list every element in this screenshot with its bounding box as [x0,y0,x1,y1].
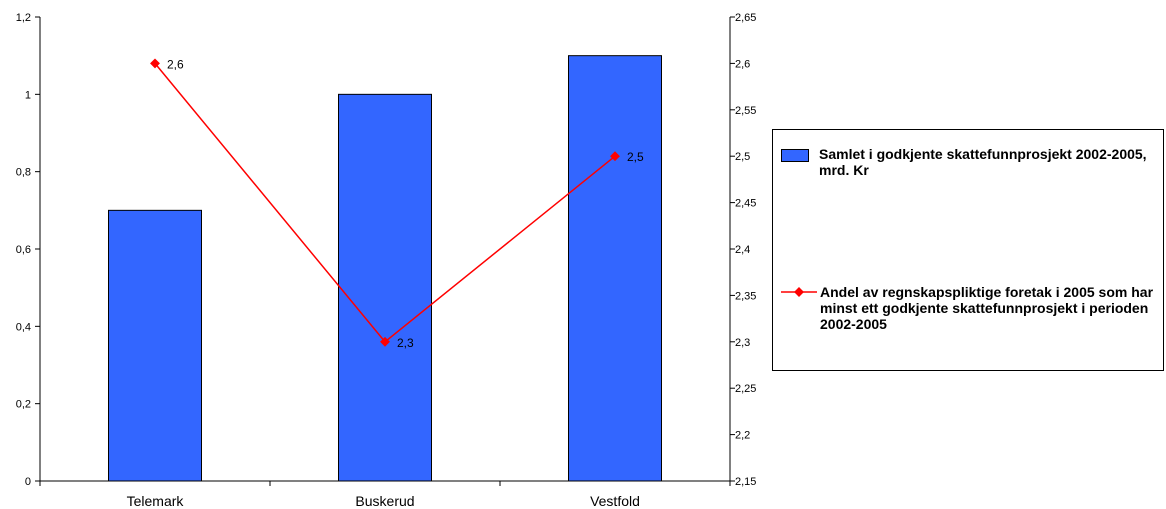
category-axis-labels: Telemark Buskerud Vestfold [127,493,640,509]
legend-item-line: Andel av regnskapspliktige foretak i 200… [781,284,1165,332]
line-point-telemark [150,58,160,69]
left-tick-label: 0,6 [16,244,31,256]
bar-series [108,55,662,482]
line-point-buskerud [380,336,390,347]
legend: Samlet i godkjente skattefunnprosjekt 20… [772,129,1164,371]
left-tick-label: 0,4 [16,321,31,333]
left-tick-label: 0,8 [16,167,31,179]
left-axis-ticks: 0 0,2 0,4 0,6 0,8 1 1,2 [16,12,40,488]
legend-bar-swatch [781,149,809,162]
line-data-label: 2,6 [167,57,184,71]
bar-vestfold [568,55,662,482]
legend-bar-label: Samlet i godkjente skattefunnprosjekt 20… [819,146,1147,178]
right-tick-label: 2,3 [735,337,750,349]
bar-telemark [108,209,202,482]
right-tick-label: 2,5 [735,151,750,163]
left-tick-label: 1 [25,89,31,101]
right-tick-label: 2,6 [735,58,750,70]
line-data-label: 2,5 [627,150,644,164]
right-tick-label: 2,4 [735,244,750,256]
line-data-label: 2,3 [397,336,414,350]
category-label-vestfold: Vestfold [590,493,640,509]
right-tick-label: 2,65 [735,12,756,24]
right-axis-ticks: 2,15 2,2 2,25 2,3 2,35 2,4 2,45 2,5 2,55 2,6 2,65 [730,12,756,488]
right-tick-label: 2,2 [735,430,750,442]
right-tick-label: 2,15 [735,476,756,488]
category-label-buskerud: Buskerud [355,493,414,509]
legend-item-bar: Samlet i godkjente skattefunnprosjekt 20… [781,146,1164,178]
line-point-vestfold [610,151,620,162]
right-tick-label: 2,45 [735,198,756,210]
right-tick-label: 2,35 [735,290,756,302]
line-series: 2,6 2,3 2,5 [150,57,644,350]
left-tick-label: 1,2 [16,12,31,24]
legend-line-label: Andel av regnskapspliktige foretak i 200… [820,284,1154,332]
bar-buskerud [338,93,432,482]
category-label-telemark: Telemark [127,493,185,509]
right-tick-label: 2,55 [735,105,756,117]
right-tick-label: 2,25 [735,383,756,395]
legend-line-swatch [781,287,817,297]
left-tick-label: 0,2 [16,399,31,411]
left-tick-label: 0 [25,476,31,488]
